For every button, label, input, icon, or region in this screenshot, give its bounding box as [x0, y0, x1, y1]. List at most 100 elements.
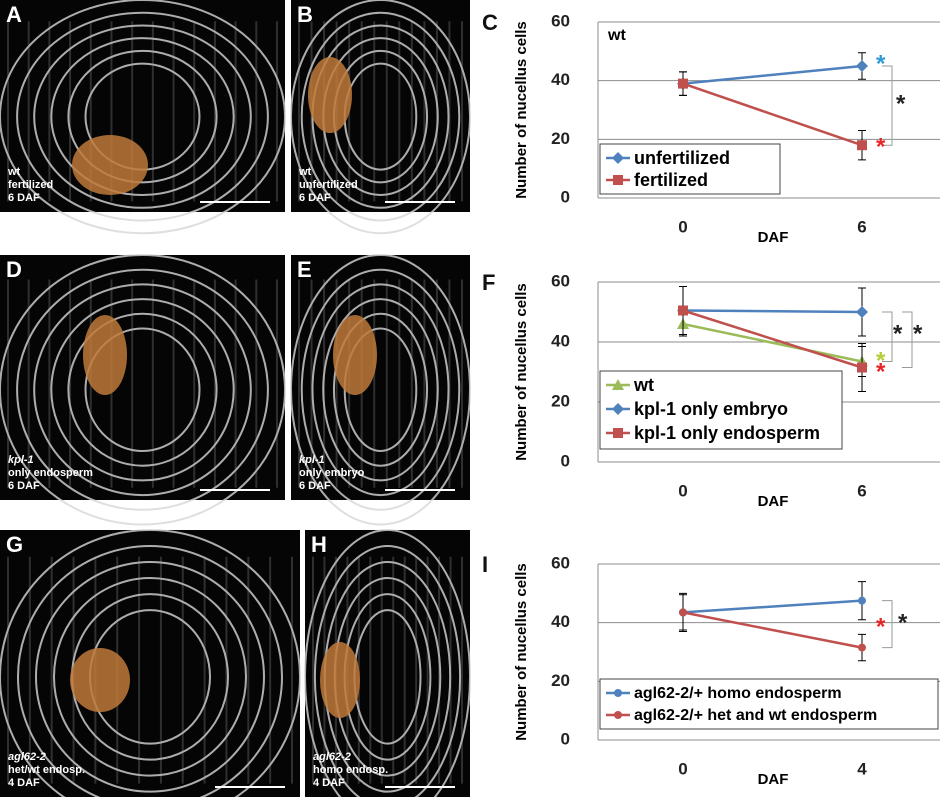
- legend-marker: [612, 379, 624, 390]
- significance-star: *: [896, 90, 906, 117]
- panel-caption: homo endosp.: [313, 764, 388, 776]
- significance-star: *: [876, 347, 886, 374]
- panel-letter: F: [482, 270, 495, 295]
- legend-marker: [613, 175, 623, 185]
- significance-bracket: [902, 311, 913, 368]
- cell-walls: [290, 0, 471, 235]
- y-tick-label: 0: [561, 187, 570, 206]
- significance-star: *: [913, 320, 923, 347]
- legend-label: kpl-1 only embryo: [634, 399, 788, 419]
- cell-layer: [313, 545, 462, 802]
- significance-star: *: [876, 50, 886, 77]
- cell-walls: [290, 254, 471, 526]
- data-point: [858, 596, 866, 605]
- legend-marker: [613, 428, 623, 438]
- y-axis-title: Number of nucellus cells: [513, 21, 530, 199]
- y-axis-title: Number of nucellus cells: [513, 563, 530, 741]
- cell-layer: [33, 24, 252, 209]
- nucellus-highlight: [333, 315, 377, 395]
- cell-layer: [322, 298, 439, 482]
- panel-caption: wt: [7, 166, 21, 178]
- y-tick-label: 20: [551, 391, 570, 410]
- nucellus-highlight: [72, 135, 148, 195]
- panel-caption: 6 DAF: [299, 192, 331, 204]
- legend-label: wt: [633, 375, 654, 395]
- data-point: [857, 362, 867, 373]
- cell-layer: [67, 49, 218, 184]
- cell-walls: [0, 254, 286, 526]
- x-axis-title: DAF: [758, 771, 789, 788]
- legend-label: kpl-1 only endosperm: [634, 423, 820, 443]
- legend-box: [599, 370, 843, 450]
- cell-walls: [0, 0, 286, 235]
- legend-box: [599, 143, 781, 195]
- panel-caption: agl62-2: [313, 751, 351, 763]
- x-tick-label: 0: [678, 759, 687, 778]
- data-point: [856, 60, 868, 72]
- series-line: [682, 309, 863, 314]
- y-tick-label: 60: [551, 553, 570, 572]
- panel-letter: C: [482, 10, 498, 35]
- panel-caption: wt: [298, 166, 312, 178]
- significance-star: *: [898, 609, 908, 636]
- panel-caption: only embryo: [299, 467, 365, 479]
- cell-layer: [16, 268, 269, 511]
- x-axis-title: DAF: [758, 229, 789, 246]
- panel-letter: A: [6, 2, 22, 27]
- nucellus-highlight: [83, 315, 127, 395]
- panel-caption: unfertilized: [299, 179, 358, 191]
- x-tick-label: 6: [857, 217, 866, 236]
- cell-layer: [16, 11, 269, 222]
- legend-label: agl62-2/+ homo endosperm: [634, 685, 842, 702]
- micrograph: [0, 530, 300, 797]
- cell-layer: [0, 0, 286, 235]
- significance-bracket: [882, 600, 893, 649]
- panel-caption: kpl-1: [8, 454, 34, 466]
- nucellus-highlight: [320, 642, 360, 718]
- data-point: [679, 608, 687, 617]
- y-tick-label: 40: [551, 612, 570, 631]
- micrograph: [291, 255, 470, 500]
- significance-star: *: [876, 613, 886, 640]
- panel-caption: agl62-2: [8, 751, 46, 763]
- legend-marker: [614, 689, 622, 697]
- data-point: [857, 140, 867, 151]
- data-point: [678, 78, 688, 89]
- chart-label: wt: [607, 27, 626, 44]
- y-tick-label: 0: [561, 451, 570, 470]
- x-axis-title: DAF: [758, 493, 789, 510]
- panel-caption: only endosperm: [8, 467, 93, 479]
- cell-layer: [53, 577, 247, 777]
- panel-letter: G: [6, 532, 23, 557]
- cell-layer: [332, 312, 429, 467]
- panel-letter: B: [297, 2, 313, 27]
- cell-layer: [35, 561, 265, 793]
- cell-walls: [304, 529, 471, 802]
- nucellus-highlight: [308, 57, 352, 133]
- cell-layer: [300, 11, 461, 222]
- y-tick-label: 0: [561, 729, 570, 748]
- y-tick-label: 60: [551, 11, 570, 30]
- y-axis-title: Number of nucellus cells: [513, 283, 530, 461]
- legend-label: fertilized: [634, 170, 708, 190]
- series-line: [682, 64, 863, 85]
- significance-star: *: [876, 358, 886, 385]
- legend-marker: [614, 711, 622, 719]
- cell-layer: [300, 268, 461, 511]
- y-tick-label: 40: [551, 70, 570, 89]
- cell-layer: [311, 283, 450, 497]
- panel-caption: 6 DAF: [299, 480, 331, 492]
- legend-label: unfertilized: [634, 148, 730, 168]
- x-tick-label: 6: [857, 481, 866, 500]
- data-point: [678, 305, 688, 316]
- cell-layer: [50, 298, 235, 482]
- legend-box: [599, 678, 939, 730]
- cell-layer: [290, 254, 471, 526]
- panel-letter: D: [6, 257, 22, 282]
- panel-caption: fertilized: [8, 179, 53, 191]
- cell-layer: [0, 529, 301, 802]
- panel-caption: 6 DAF: [8, 192, 40, 204]
- legend-label: agl62-2/+ het and wt endosperm: [634, 707, 877, 724]
- significance-star: *: [893, 320, 903, 347]
